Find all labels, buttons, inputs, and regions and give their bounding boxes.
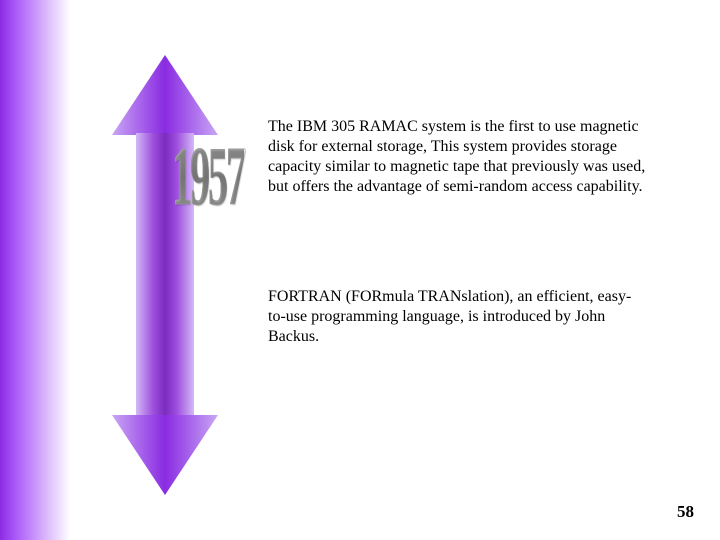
paragraph-fortran: FORTRAN (FORmula TRANslation), an effici… [268, 287, 648, 347]
left-gradient-bar [0, 0, 70, 540]
double-arrow-icon [100, 55, 230, 495]
page-number: 58 [677, 502, 694, 522]
paragraph-ramac: The IBM 305 RAMAC system is the first to… [268, 117, 648, 197]
year-heading: 1957 [172, 129, 244, 225]
